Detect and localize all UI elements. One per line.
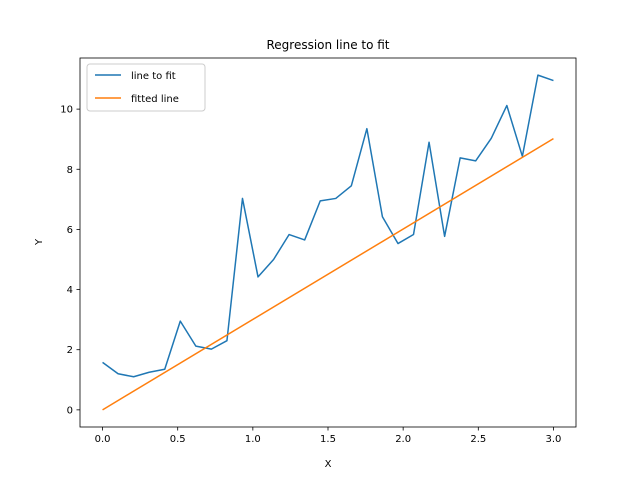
x-tick-label: 2.0 — [395, 434, 411, 445]
x-tick-label: 3.0 — [546, 434, 562, 445]
series-layer — [102, 74, 554, 411]
legend-label-fitted-line: fitted line — [131, 94, 179, 105]
plot-area — [80, 58, 576, 427]
y-tick-label: 0 — [67, 405, 73, 416]
x-tick-label: 0.5 — [170, 434, 186, 445]
chart-title: Regression line to fit — [266, 38, 389, 52]
series-line-line-to-fit — [102, 74, 554, 378]
x-axis: 0.0 0.5 1.0 1.5 2.0 2.5 3.0 — [95, 427, 562, 445]
legend-label-line-to-fit: line to fit — [131, 71, 176, 82]
x-axis-label: X — [325, 459, 332, 470]
x-tick-label: 1.5 — [320, 434, 336, 445]
y-tick-label: 2 — [67, 345, 73, 356]
y-axis-label: Y — [34, 238, 45, 246]
x-tick-label: 0.0 — [95, 434, 111, 445]
x-tick-label: 1.0 — [245, 434, 261, 445]
y-tick-label: 8 — [67, 165, 73, 176]
x-tick-label: 2.5 — [470, 434, 486, 445]
legend: line to fit fitted line — [86, 63, 206, 112]
series-line-fitted-line — [102, 137, 554, 411]
y-tick-label: 10 — [60, 105, 73, 116]
y-tick-label: 6 — [67, 225, 73, 236]
y-axis: 0 2 4 6 8 10 — [60, 105, 80, 416]
y-tick-label: 4 — [67, 285, 73, 296]
